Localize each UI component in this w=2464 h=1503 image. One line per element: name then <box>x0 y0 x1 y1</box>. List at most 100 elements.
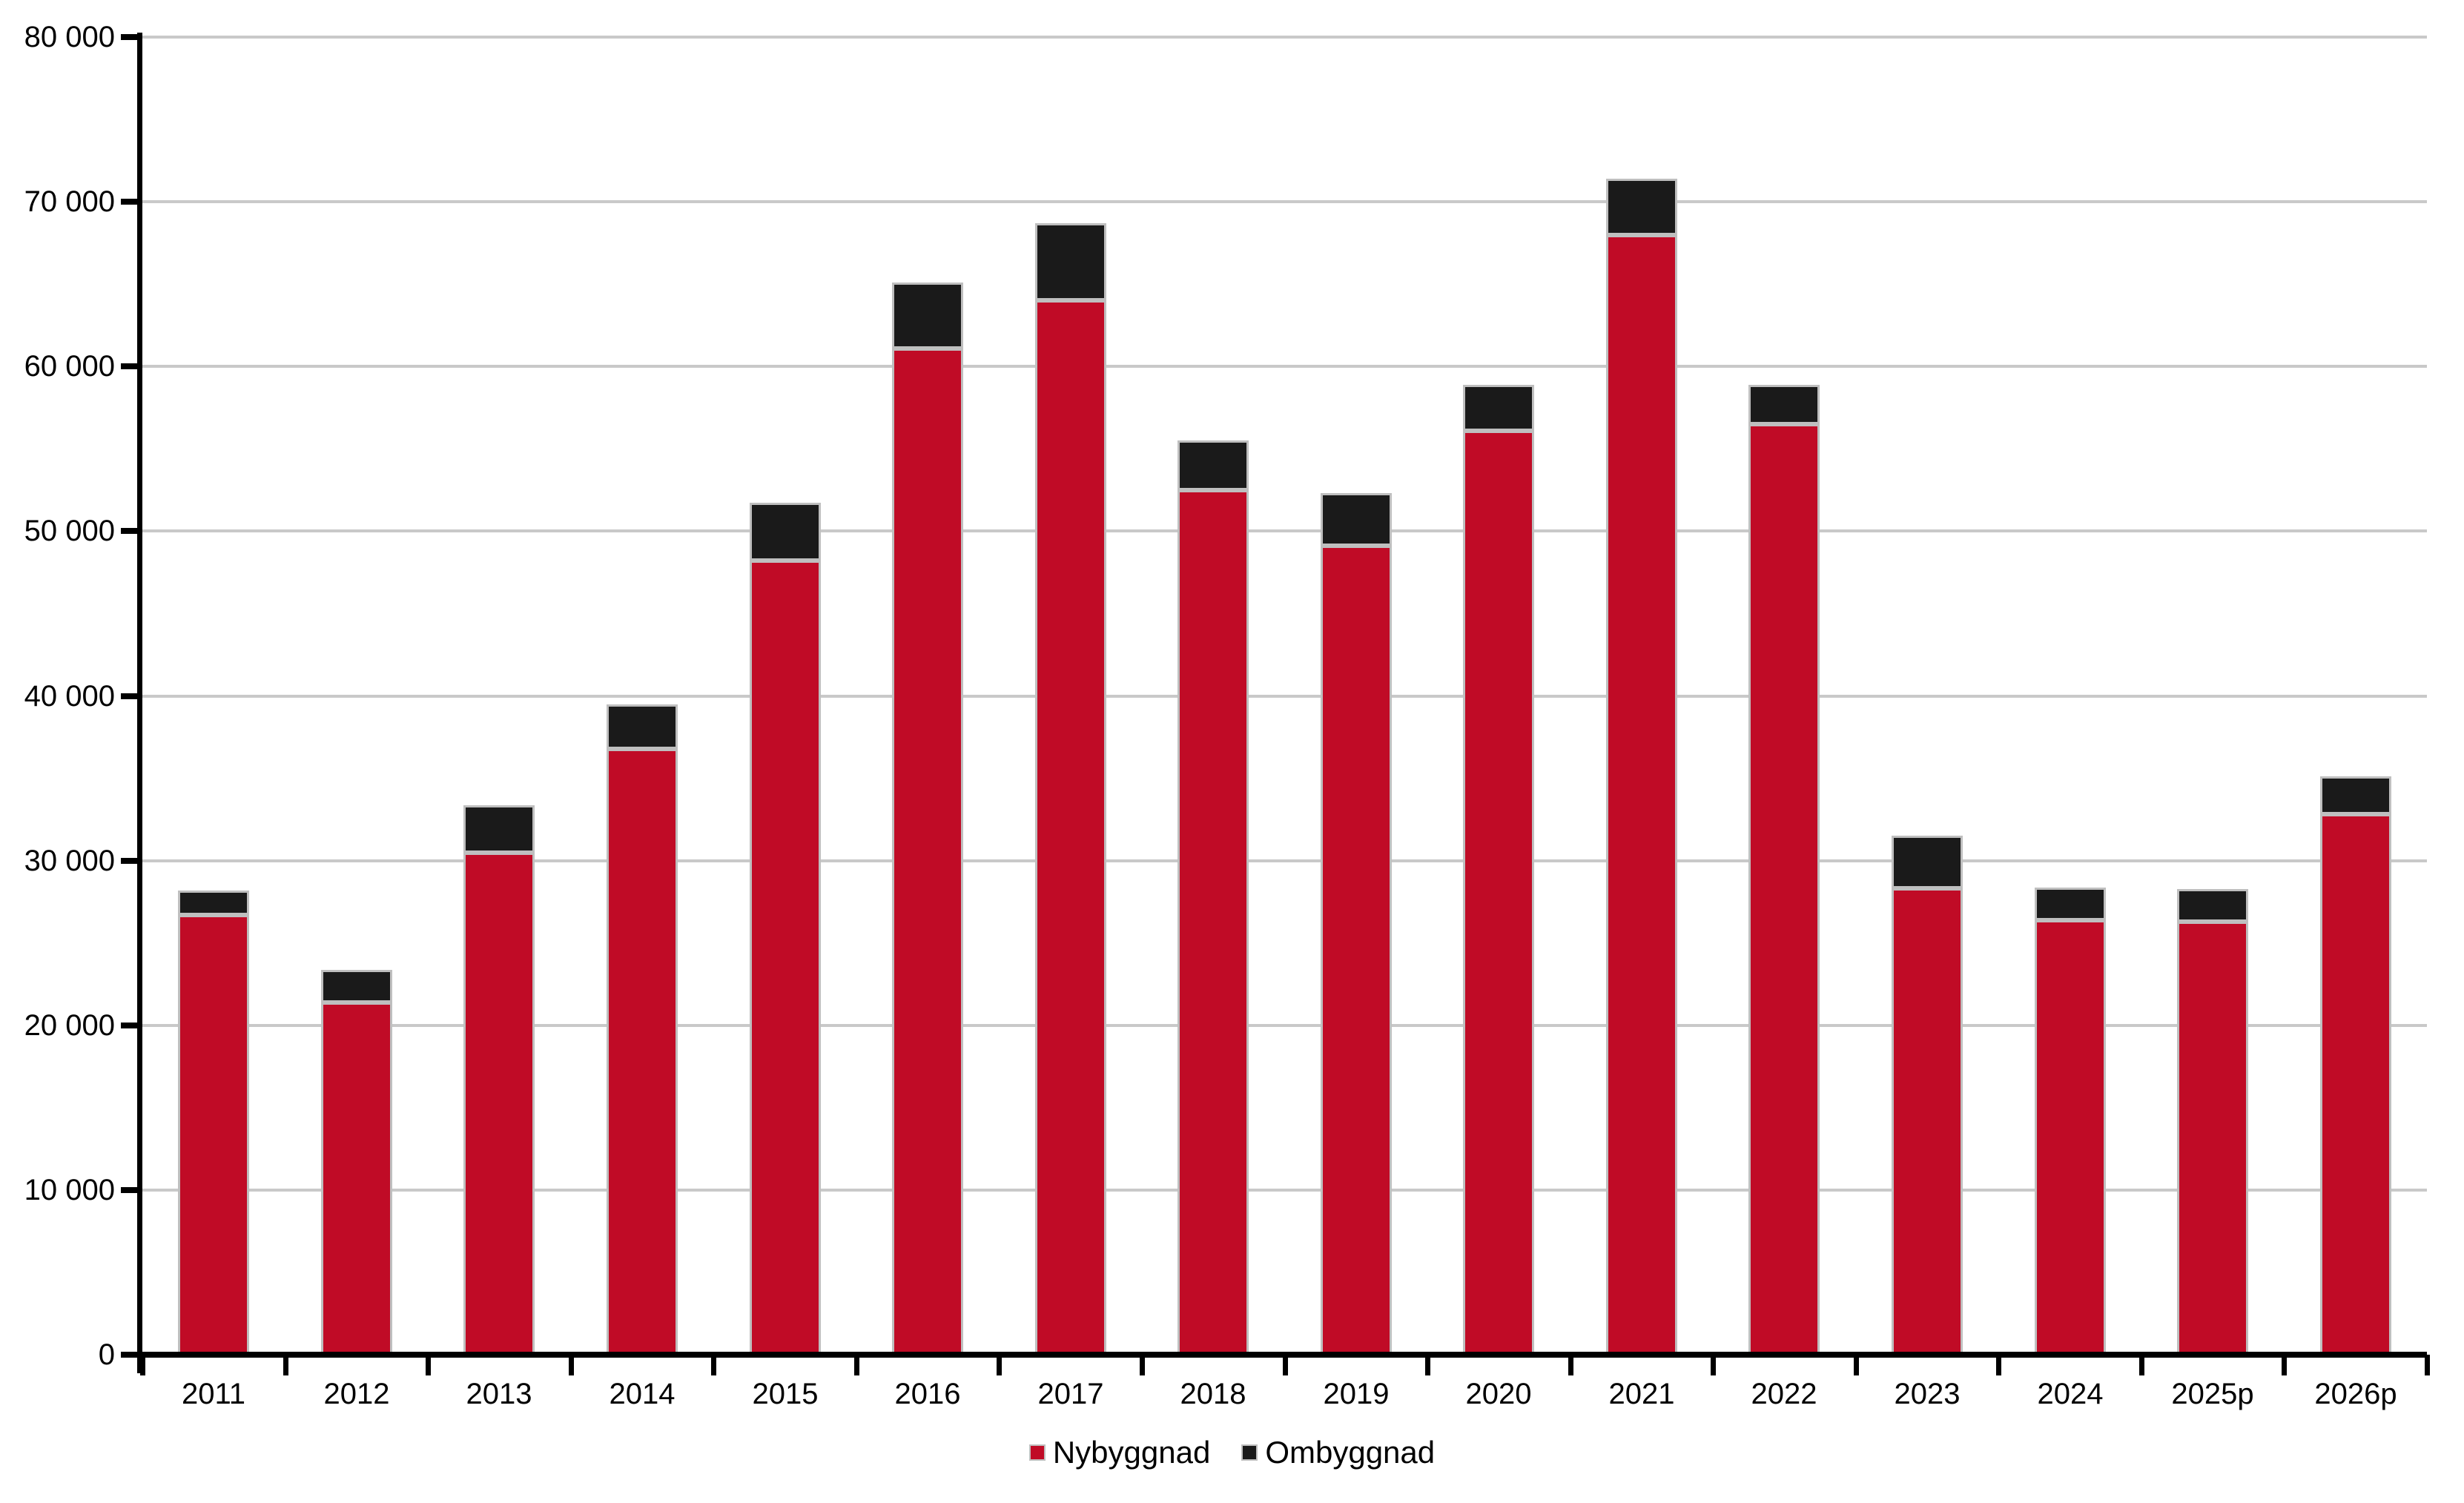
gridline <box>142 1189 2427 1192</box>
y-axis-line <box>137 33 142 1373</box>
legend-item-ombyggnad: Ombyggnad <box>1241 1437 1435 1468</box>
x-axis-category-label: 2014 <box>609 1378 676 1410</box>
y-axis-tick <box>121 1023 137 1028</box>
x-axis-tick <box>1283 1355 1288 1375</box>
y-axis-tick <box>121 858 137 864</box>
x-axis-tick <box>569 1355 574 1375</box>
bar-segment-nybyggnad <box>1463 431 1534 1355</box>
bar-segment-ombyggnad <box>2320 776 2391 814</box>
x-axis-tick <box>283 1355 288 1375</box>
x-axis-tick <box>2139 1355 2144 1375</box>
bar-segment-ombyggnad <box>178 891 249 915</box>
y-axis-tick-label: 70 000 <box>24 185 115 218</box>
y-axis-tick <box>121 693 137 699</box>
gridline <box>142 365 2427 368</box>
x-axis-tick <box>2282 1355 2287 1375</box>
gridline <box>142 36 2427 39</box>
y-axis-tick <box>121 1187 137 1193</box>
x-axis-category-label: 2023 <box>1894 1378 1961 1410</box>
bar-segment-ombyggnad <box>1463 385 1534 431</box>
x-axis-category-label: 2026p <box>2314 1378 2397 1410</box>
x-axis-line <box>137 1352 2427 1358</box>
bar-segment-ombyggnad <box>1035 223 1106 300</box>
x-axis-category-label: 2018 <box>1180 1378 1246 1410</box>
y-axis-tick <box>121 363 137 369</box>
bar-segment-nybyggnad <box>1177 490 1249 1355</box>
bar-segment-ombyggnad <box>1177 440 1249 490</box>
bar-segment-nybyggnad <box>892 349 963 1355</box>
bar-segment-nybyggnad <box>2177 922 2248 1355</box>
x-axis-tick <box>854 1355 859 1375</box>
bar-segment-ombyggnad <box>750 503 821 561</box>
legend: Nybyggnad Ombyggnad <box>0 1437 2464 1468</box>
x-axis-tick <box>140 1355 145 1375</box>
y-axis-tick-label: 10 000 <box>24 1174 115 1206</box>
y-axis-tick-label: 50 000 <box>24 515 115 547</box>
y-axis-tick-label: 40 000 <box>24 680 115 713</box>
x-axis-tick <box>711 1355 716 1375</box>
bar-segment-ombyggnad <box>1606 179 1677 235</box>
bar-segment-nybyggnad <box>178 915 249 1355</box>
gridline <box>142 695 2427 698</box>
x-axis-category-label: 2015 <box>752 1378 819 1410</box>
y-axis-tick <box>121 34 137 40</box>
x-axis-category-label: 2019 <box>1323 1378 1390 1410</box>
x-axis-tick <box>1568 1355 1573 1375</box>
y-axis-tick <box>121 528 137 534</box>
bar-segment-nybyggnad <box>1606 235 1677 1355</box>
y-axis-tick <box>121 199 137 205</box>
bar-segment-ombyggnad <box>1892 836 1963 888</box>
x-axis-category-label: 2011 <box>181 1378 246 1410</box>
bar-segment-nybyggnad <box>1892 888 1963 1355</box>
bar-segment-ombyggnad <box>892 283 963 349</box>
bar-segment-ombyggnad <box>321 970 392 1002</box>
y-axis-tick-label: 20 000 <box>24 1009 115 1042</box>
x-axis-category-label: 2021 <box>1608 1378 1675 1410</box>
x-axis-tick <box>1425 1355 1430 1375</box>
bar-segment-ombyggnad <box>1748 385 1820 424</box>
x-axis-tick <box>2425 1355 2430 1375</box>
legend-label-nybyggnad: Nybyggnad <box>1052 1435 1211 1470</box>
bar-segment-nybyggnad <box>750 561 821 1355</box>
bar-segment-nybyggnad <box>1748 424 1820 1355</box>
y-axis-tick-label: 60 000 <box>24 350 115 383</box>
bar-segment-nybyggnad <box>1035 300 1106 1355</box>
y-axis-tick <box>121 1352 137 1358</box>
bar-segment-ombyggnad <box>463 805 535 853</box>
bar-segment-ombyggnad <box>2177 889 2248 922</box>
x-axis-tick <box>1996 1355 2001 1375</box>
bar-segment-nybyggnad <box>607 749 678 1355</box>
gridline <box>142 859 2427 862</box>
x-axis-tick <box>426 1355 431 1375</box>
bar-segment-ombyggnad <box>607 704 678 749</box>
x-axis-tick <box>997 1355 1002 1375</box>
gridline <box>142 200 2427 203</box>
x-axis-category-label: 2012 <box>323 1378 390 1410</box>
bar-segment-nybyggnad <box>1321 546 1392 1355</box>
x-axis-category-label: 2022 <box>1751 1378 1817 1410</box>
legend-item-nybyggnad: Nybyggnad <box>1028 1435 1211 1470</box>
x-axis-tick <box>1140 1355 1145 1375</box>
bar-segment-ombyggnad <box>2035 888 2106 920</box>
bar-segment-ombyggnad <box>1321 493 1392 546</box>
bar-segment-nybyggnad <box>321 1002 392 1355</box>
x-axis-category-label: 2017 <box>1037 1378 1104 1410</box>
y-axis-tick-label: 0 <box>98 1338 115 1371</box>
x-axis-tick <box>1854 1355 1859 1375</box>
x-axis-tick <box>1711 1355 1716 1375</box>
legend-label-ombyggnad: Ombyggnad <box>1265 1435 1436 1470</box>
legend-swatch-nybyggnad-icon <box>1028 1444 1046 1461</box>
gridline <box>142 1024 2427 1027</box>
y-axis-tick-label: 80 000 <box>24 21 115 53</box>
x-axis-category-label: 2025p <box>2171 1378 2254 1410</box>
bar-segment-nybyggnad <box>2320 814 2391 1355</box>
legend-swatch-ombyggnad-icon <box>1241 1444 1258 1461</box>
x-axis-category-label: 2020 <box>1465 1378 1532 1410</box>
x-axis-category-label: 2016 <box>894 1378 961 1410</box>
